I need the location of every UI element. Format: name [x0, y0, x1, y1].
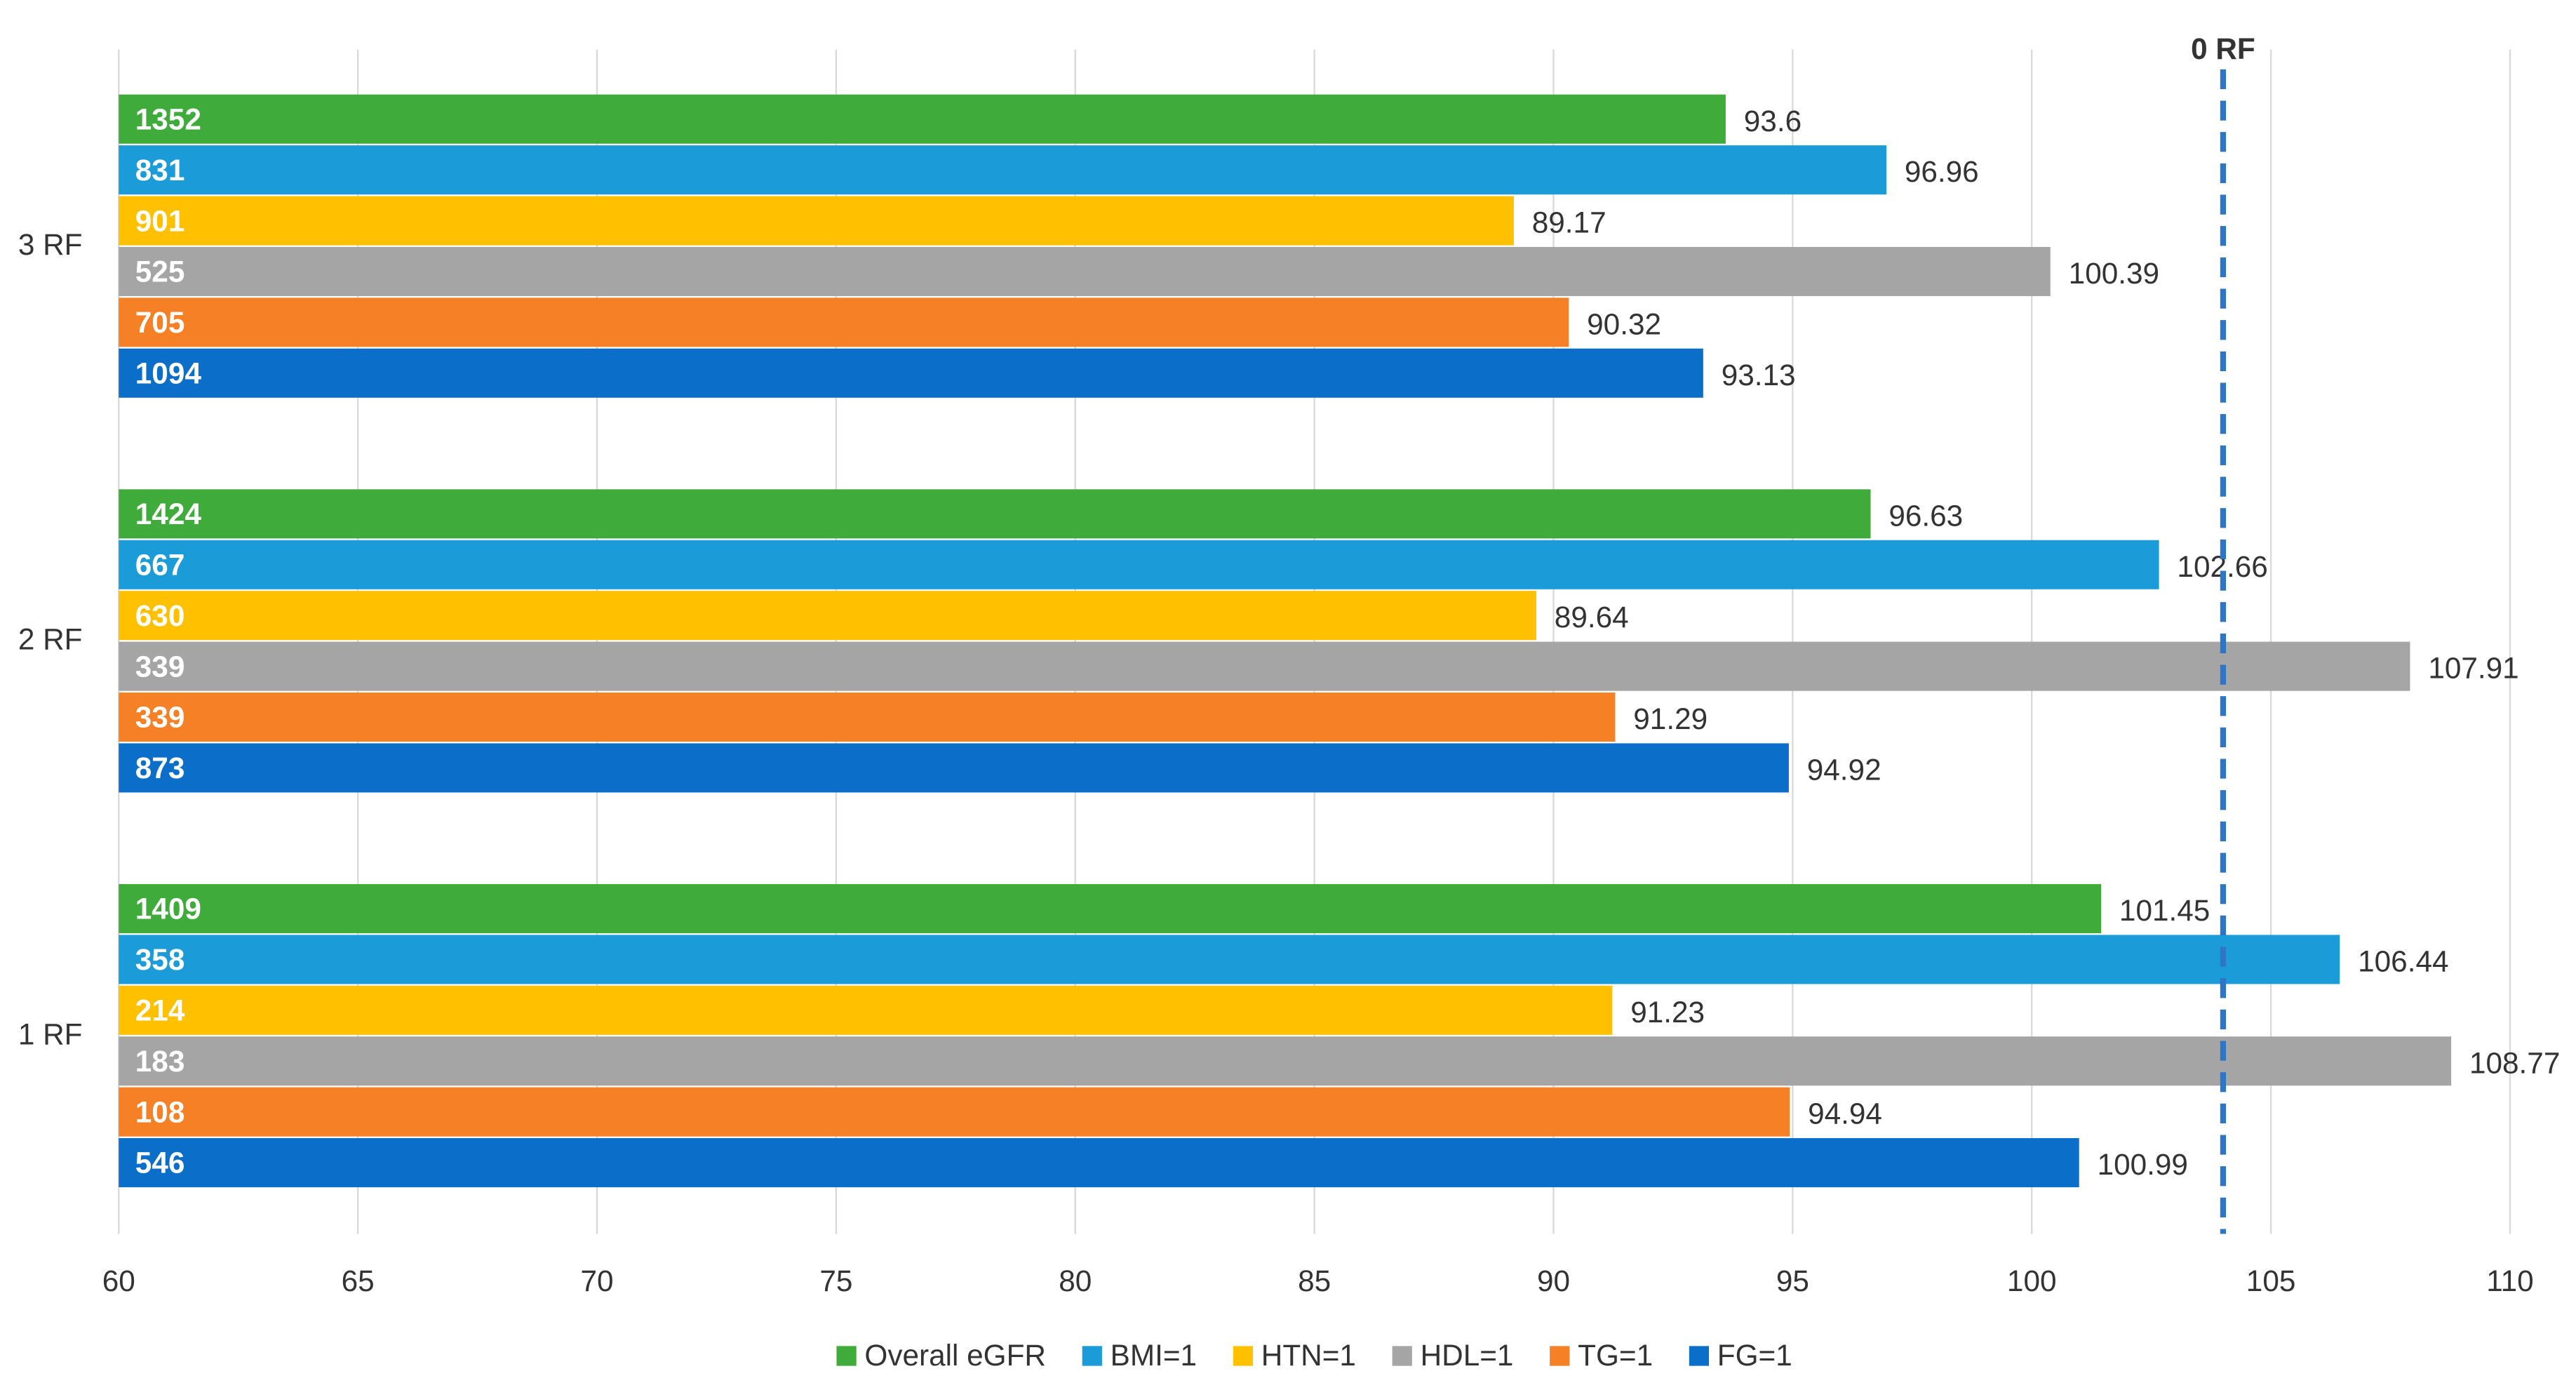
bar-count-label: 339 [135, 650, 185, 683]
value-label: 90.32 [1587, 307, 1661, 340]
legend: Overall eGFR BMI=1 HTN=1 HDL=1 TG=1 FG=1 [836, 1339, 1792, 1372]
legend-swatch [1689, 1346, 1710, 1366]
legend-swatch [1082, 1346, 1102, 1366]
value-label: 93.13 [1722, 359, 1796, 392]
legend-label: Overall eGFR [864, 1339, 1046, 1372]
value-label: 89.17 [1532, 206, 1606, 239]
legend-label: FG=1 [1717, 1339, 1792, 1372]
x-tick-label: 110 [2486, 1264, 2533, 1297]
value-label: 101.45 [2119, 894, 2210, 927]
bar-count-label: 339 [135, 701, 185, 734]
bar-count-label: 1424 [135, 497, 202, 530]
legend-label: BMI=1 [1111, 1339, 1197, 1372]
bar [119, 540, 2159, 589]
y-tick-label: 1 RF [18, 1017, 83, 1050]
value-label: 96.96 [1905, 155, 1979, 188]
bar [119, 94, 1726, 144]
bar-count-label: 630 [135, 599, 185, 632]
legend-label: HTN=1 [1261, 1339, 1356, 1372]
bar [119, 883, 2102, 934]
bar [119, 489, 1871, 539]
value-label: 107.91 [2428, 652, 2518, 685]
value-label: 108.77 [2469, 1046, 2560, 1079]
y-tick-label: 3 RF [18, 228, 83, 261]
x-tick-label: 70 [580, 1264, 613, 1297]
bar-count-label: 546 [135, 1147, 185, 1180]
bar-count-label: 901 [135, 204, 185, 237]
bar-count-label: 214 [135, 994, 185, 1027]
x-tick-label: 105 [2246, 1264, 2296, 1297]
y-tick-label: 2 RF [18, 623, 83, 656]
bar [119, 298, 1569, 347]
bar [119, 348, 1703, 398]
bar [119, 591, 1536, 641]
legend-label: TG=1 [1578, 1339, 1653, 1372]
legend-swatch [836, 1346, 857, 1366]
x-tick-label: 85 [1298, 1264, 1331, 1297]
legend-swatch [1392, 1346, 1412, 1366]
bar [119, 641, 2410, 691]
bar-count-label: 705 [135, 306, 185, 339]
value-label: 89.64 [1555, 601, 1629, 634]
bar-count-label: 183 [135, 1045, 185, 1078]
bar [119, 1138, 2079, 1188]
bar [119, 692, 1616, 742]
bar-count-label: 358 [135, 943, 185, 976]
x-tick-label: 60 [102, 1264, 135, 1297]
x-tick-label: 90 [1537, 1264, 1570, 1297]
bar [119, 985, 1613, 1035]
bar-count-label: 831 [135, 154, 185, 187]
bar-count-label: 1409 [135, 893, 201, 925]
bar [119, 935, 2340, 984]
value-label: 93.6 [1744, 105, 1802, 138]
value-label: 91.23 [1630, 996, 1705, 1029]
x-tick-label: 95 [1776, 1264, 1809, 1297]
bar [119, 145, 1886, 195]
legend-label: HDL=1 [1421, 1339, 1514, 1372]
x-tick-label: 75 [819, 1264, 852, 1297]
value-label: 94.94 [1808, 1097, 1882, 1130]
bar-count-label: 1094 [135, 356, 202, 389]
value-label: 91.29 [1633, 702, 1708, 735]
value-label: 96.63 [1889, 499, 1963, 532]
legend-swatch [1550, 1346, 1570, 1366]
bar [119, 246, 2051, 296]
bar [119, 1087, 1790, 1137]
bar [119, 196, 1514, 246]
x-tick-label: 100 [2007, 1264, 2057, 1297]
bar-count-label: 525 [135, 255, 185, 288]
bar-count-label: 667 [135, 548, 185, 581]
value-label: 100.99 [2098, 1148, 2188, 1181]
x-tick-label: 65 [342, 1264, 375, 1297]
value-label: 106.44 [2358, 944, 2448, 977]
bar [119, 1036, 2452, 1086]
x-tick-label: 80 [1059, 1264, 1092, 1297]
bar-count-label: 1352 [135, 102, 201, 135]
bar-count-label: 108 [135, 1095, 185, 1128]
bar [119, 743, 1789, 793]
bar-count-label: 873 [135, 751, 185, 784]
legend-swatch [1233, 1346, 1254, 1366]
value-label: 100.39 [2069, 257, 2159, 290]
value-label: 94.92 [1807, 753, 1881, 786]
reference-label: 0 RF [2191, 32, 2255, 65]
